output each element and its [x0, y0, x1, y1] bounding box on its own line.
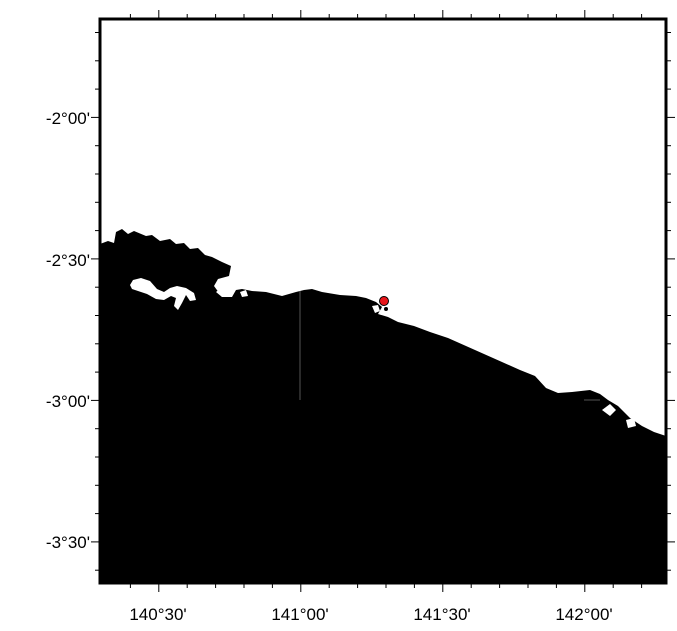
lon-label-142-00: 142°00' [555, 605, 612, 624]
latitude-labels: -2°00' -2°30' -3°00' -3°30' [46, 109, 90, 552]
lat-label-3-00: -3°00' [46, 392, 90, 411]
map-frame [98, 17, 668, 585]
lon-label-141-30: 141°30' [413, 605, 470, 624]
coastal-bay-2 [240, 290, 248, 297]
coastal-bay-5 [626, 418, 636, 428]
lat-label-2-00: -2°00' [46, 109, 90, 128]
lake-sentani [130, 278, 196, 310]
land-mass [100, 229, 666, 583]
longitude-labels: 140°30' 141°00' 141°30' 142°00' [129, 605, 612, 624]
event-location-marker[interactable] [379, 296, 389, 306]
tick-marks [91, 10, 675, 592]
coastal-bay-3 [372, 305, 380, 313]
lon-label-141-00: 141°00' [271, 605, 328, 624]
lon-label-140-30: 140°30' [129, 605, 186, 624]
coastal-bay-1 [216, 288, 226, 297]
coastal-bay-4 [602, 404, 616, 416]
lat-label-2-30: -2°30' [46, 251, 90, 270]
lat-label-3-30: -3°30' [46, 533, 90, 552]
small-island [384, 307, 388, 311]
